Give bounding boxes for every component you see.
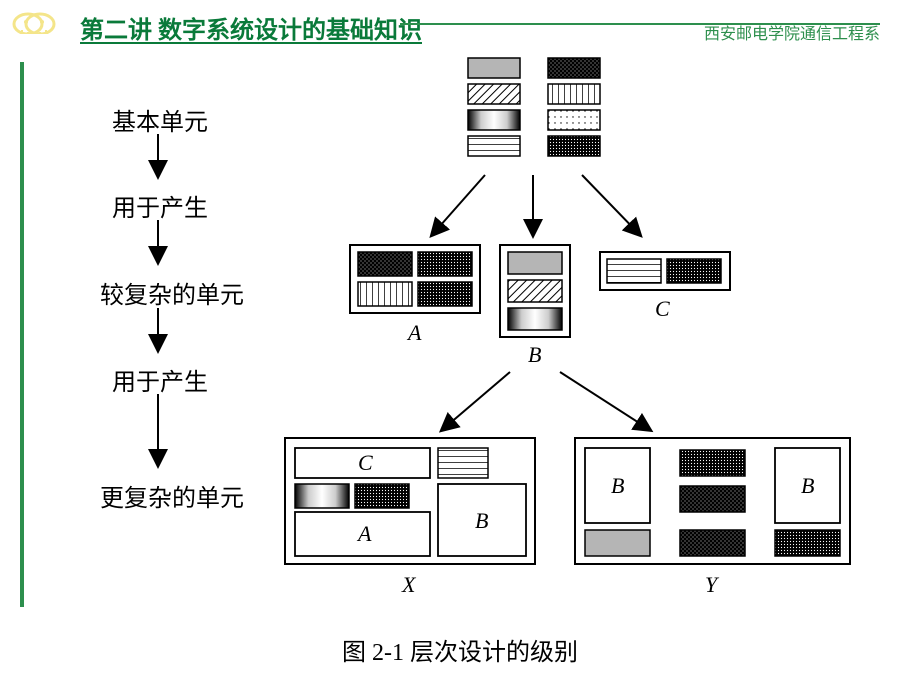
basic-units [468,58,600,156]
label-x: X [401,572,417,597]
svg-text:B: B [611,473,624,498]
svg-text:B: B [475,508,488,533]
box-c [600,252,730,290]
box-a [350,245,480,313]
svg-text:A: A [356,521,372,546]
svg-text:B: B [801,473,814,498]
box-b [500,245,570,337]
label-c: C [655,296,670,321]
label-a: A [406,320,422,345]
svg-text:C: C [358,450,373,475]
label-y: Y [705,572,720,597]
label-b: B [528,342,541,367]
hierarchy-diagram: A B C C A B X B [0,0,920,690]
box-x: C A B [285,438,535,564]
